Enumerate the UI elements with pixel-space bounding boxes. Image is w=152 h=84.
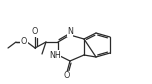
Text: O: O	[32, 27, 38, 37]
Text: N: N	[67, 27, 73, 37]
Text: O: O	[21, 37, 27, 47]
Text: NH: NH	[49, 50, 61, 59]
Text: O: O	[64, 71, 70, 80]
